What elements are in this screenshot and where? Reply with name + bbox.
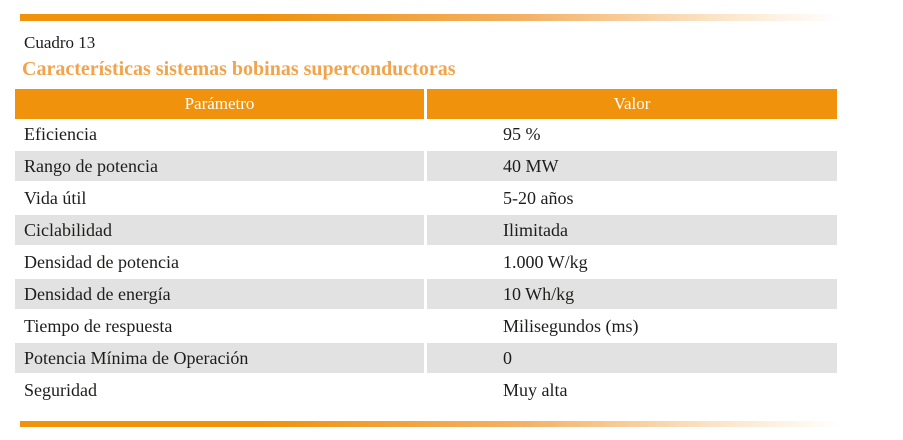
column-header-parametro: Parámetro xyxy=(15,89,427,119)
param-cell: Vida útil xyxy=(15,183,427,215)
table-row: Seguridad Muy alta xyxy=(15,375,837,407)
param-cell: Eficiencia xyxy=(15,119,427,151)
table-row: Vida útil 5-20 años xyxy=(15,183,837,215)
param-cell: Rango de potencia xyxy=(15,151,427,183)
value-cell: 1.000 W/kg xyxy=(427,247,837,279)
param-cell: Potencia Mínima de Operación xyxy=(15,343,427,375)
param-cell: Tiempo de respuesta xyxy=(15,311,427,343)
value-cell: Milisegundos (ms) xyxy=(427,311,837,343)
value-cell: Ilimitada xyxy=(427,215,837,247)
param-cell: Densidad de potencia xyxy=(15,247,427,279)
table-row: Eficiencia 95 % xyxy=(15,119,837,151)
bottom-gradient-rule xyxy=(20,421,883,427)
table-row: Densidad de energía 10 Wh/kg xyxy=(15,279,837,311)
data-table: Parámetro Valor Eficiencia 95 % Rango de p… xyxy=(15,89,837,407)
param-cell: Ciclabilidad xyxy=(15,215,427,247)
param-cell: Seguridad xyxy=(15,375,427,407)
header-row: Parámetro Valor xyxy=(15,89,837,119)
table-row: Ciclabilidad Ilimitada xyxy=(15,215,837,247)
table-row: Densidad de potencia 1.000 W/kg xyxy=(15,247,837,279)
table-row: Rango de potencia 40 MW xyxy=(15,151,837,183)
column-header-valor: Valor xyxy=(427,89,837,119)
top-gradient-rule xyxy=(20,14,883,21)
value-cell: 10 Wh/kg xyxy=(427,279,837,311)
value-cell: 95 % xyxy=(427,119,837,151)
table-title: Características sistemas bobinas superco… xyxy=(22,58,456,80)
table-row: Potencia Mínima de Operación 0 xyxy=(15,343,837,375)
value-cell: 5-20 años xyxy=(427,183,837,215)
table-row: Tiempo de respuesta Milisegundos (ms) xyxy=(15,311,837,343)
value-cell: Muy alta xyxy=(427,375,837,407)
value-cell: 0 xyxy=(427,343,837,375)
table-caption-number: Cuadro 13 xyxy=(24,33,96,52)
value-cell: 40 MW xyxy=(427,151,837,183)
param-cell: Densidad de energía xyxy=(15,279,427,311)
